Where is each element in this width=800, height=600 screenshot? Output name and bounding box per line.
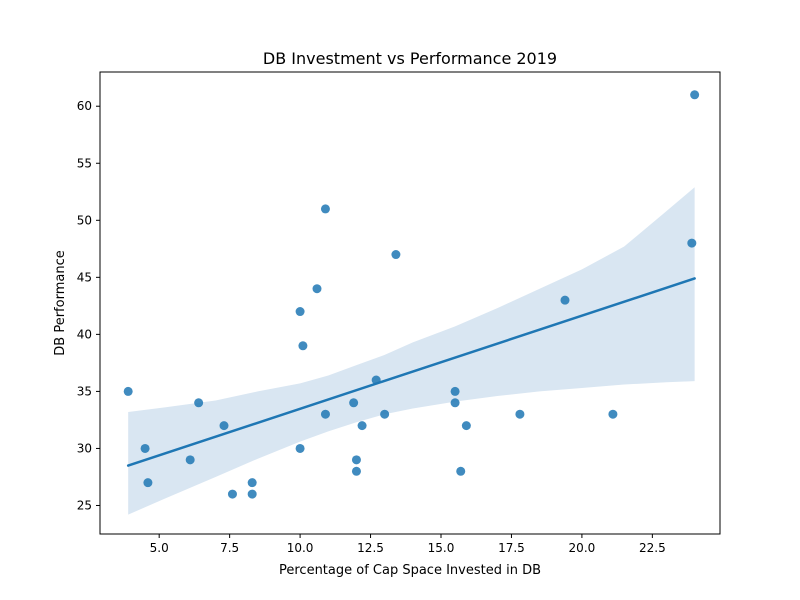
x-tick-label: 20.0 bbox=[569, 541, 596, 555]
data-point-22 bbox=[391, 250, 401, 260]
x-tick-label: 17.5 bbox=[498, 541, 525, 555]
x-tick-label: 5.0 bbox=[150, 541, 169, 555]
data-point-10 bbox=[295, 307, 305, 317]
x-tick-label: 15.0 bbox=[428, 541, 455, 555]
data-point-27 bbox=[515, 409, 525, 419]
y-axis-label: DB Performance bbox=[53, 250, 68, 355]
data-point-18 bbox=[351, 466, 361, 476]
y-tick-label: 60 bbox=[77, 99, 92, 113]
data-point-3 bbox=[143, 478, 153, 488]
data-point-17 bbox=[351, 455, 361, 465]
data-point-29 bbox=[608, 409, 618, 419]
x-tick-label: 7.5 bbox=[220, 541, 239, 555]
data-point-8 bbox=[247, 478, 257, 488]
x-tick-label: 12.5 bbox=[357, 541, 384, 555]
data-point-2 bbox=[140, 443, 150, 453]
axes-frame bbox=[99, 71, 721, 535]
data-point-15 bbox=[320, 409, 330, 419]
data-point-19 bbox=[357, 421, 367, 431]
y-tick-label: 50 bbox=[77, 213, 92, 227]
data-point-30 bbox=[687, 238, 697, 248]
y-tick-label: 55 bbox=[77, 156, 92, 170]
y-tick-label: 30 bbox=[77, 441, 92, 455]
data-point-21 bbox=[380, 409, 390, 419]
data-point-23 bbox=[450, 386, 460, 396]
data-point-13 bbox=[312, 284, 322, 294]
data-point-31 bbox=[690, 90, 700, 100]
data-point-14 bbox=[320, 204, 330, 214]
x-tick-label: 10.0 bbox=[287, 541, 314, 555]
data-point-16 bbox=[349, 398, 359, 408]
y-tick-label: 40 bbox=[77, 327, 92, 341]
data-point-12 bbox=[295, 443, 305, 453]
data-point-24 bbox=[450, 398, 460, 408]
data-point-6 bbox=[219, 421, 229, 431]
data-point-11 bbox=[298, 341, 308, 351]
chart-title: DB Investment vs Performance 2019 bbox=[263, 49, 557, 68]
data-point-9 bbox=[247, 489, 257, 499]
plot-area bbox=[123, 90, 700, 515]
x-axis-label: Percentage of Cap Space Invested in DB bbox=[279, 563, 541, 578]
data-point-25 bbox=[456, 466, 466, 476]
y-tick-label: 25 bbox=[77, 498, 92, 512]
data-point-7 bbox=[227, 489, 237, 499]
y-tick-label: 35 bbox=[77, 384, 92, 398]
data-point-26 bbox=[461, 421, 471, 431]
data-point-4 bbox=[185, 455, 195, 465]
data-point-5 bbox=[194, 398, 204, 408]
x-axis-ticks: 5.0 7.5 10.0 12.5 15.0 17.5 20.0 22.5 bbox=[150, 534, 666, 555]
y-tick-label: 45 bbox=[77, 270, 92, 284]
confidence-band bbox=[128, 187, 695, 515]
x-tick-label: 22.5 bbox=[639, 541, 666, 555]
data-point-28 bbox=[560, 295, 570, 305]
y-axis-ticks: 25 30 35 40 45 50 55 60 bbox=[77, 99, 100, 512]
data-point-1 bbox=[123, 386, 133, 396]
regression-line bbox=[126, 277, 696, 467]
